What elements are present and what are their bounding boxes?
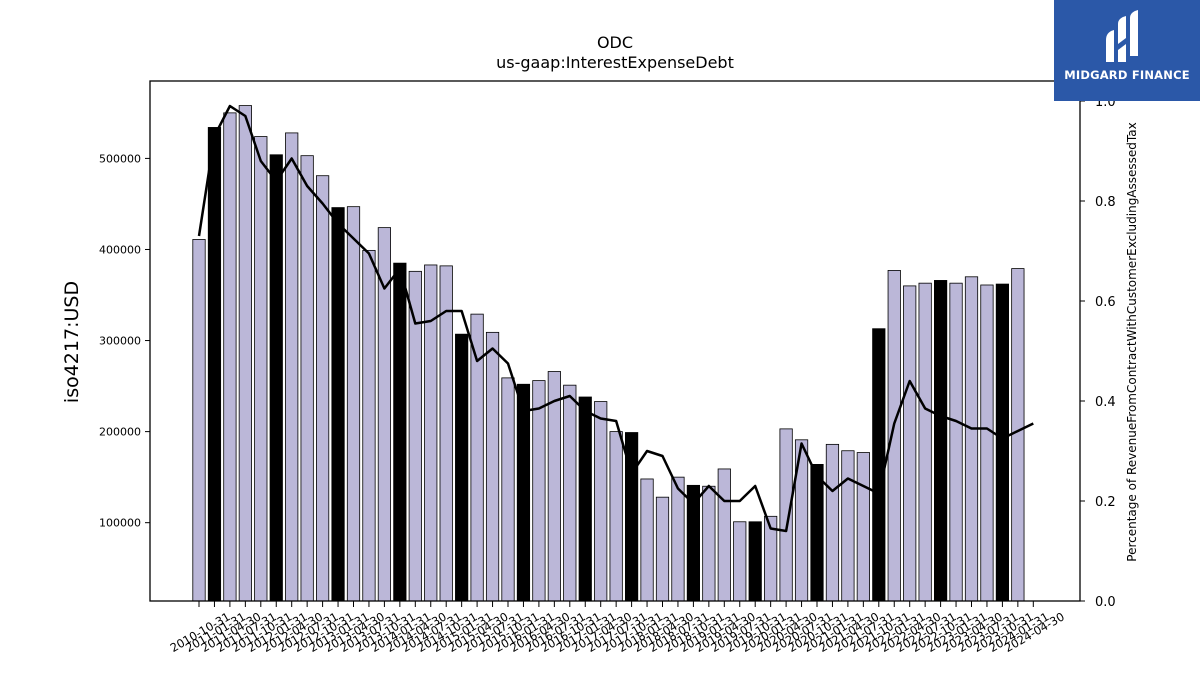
bar-2022-04-30 <box>903 285 917 602</box>
bar-2017-04-30 <box>594 401 608 602</box>
bar-2023-07-31 <box>980 284 994 602</box>
bar-2019-10-31 <box>748 521 762 602</box>
bar-2012-01-31 <box>269 154 283 602</box>
chart-title: ODC <box>597 33 633 52</box>
bar-2011-04-30 <box>223 112 237 602</box>
y-tick-label: 300000 <box>99 335 141 348</box>
bar-2013-07-31 <box>362 249 376 602</box>
bar-2010-10-31 <box>192 239 206 602</box>
bar-2015-07-31 <box>485 331 500 602</box>
bar-2011-10-31 <box>254 136 268 602</box>
y2-tick-label: 0.0 <box>1095 595 1116 610</box>
y-axis-label: iso4217:USD <box>61 281 83 403</box>
bar-2016-04-30 <box>532 380 546 602</box>
bar-2012-04-30 <box>285 132 299 602</box>
right-ticks-group: 0.00.20.40.60.81.0 <box>1080 95 1116 610</box>
bars-group <box>192 105 1025 602</box>
bar-2011-07-31 <box>238 105 252 602</box>
bar-2022-10-31 <box>934 280 948 602</box>
y-tick-label: 200000 <box>99 426 141 439</box>
bar-2018-04-30 <box>655 496 670 602</box>
y2-axis-label: Percentage of RevenueFromContractWithCus… <box>1125 122 1139 561</box>
midgard-logo-icon <box>1106 10 1138 62</box>
y2-tick-label: 0.2 <box>1095 495 1116 510</box>
y2-tick-label: 0.6 <box>1095 295 1116 310</box>
bar-2017-01-31 <box>578 396 592 602</box>
bar-2022-01-31 <box>887 270 901 602</box>
bar-2023-04-30 <box>964 276 979 602</box>
y2-tick-label: 0.8 <box>1095 195 1116 210</box>
bar-2020-04-30 <box>779 428 793 602</box>
bar-2013-01-31 <box>331 207 345 602</box>
bar-2016-10-31 <box>563 384 577 602</box>
bar-2012-07-31 <box>300 155 314 602</box>
y-tick-label: 500000 <box>99 152 141 165</box>
bar-2023-10-31 <box>995 283 1010 602</box>
y2-tick-label: 0.4 <box>1095 395 1116 410</box>
bar-2021-01-31 <box>825 443 840 602</box>
bar-2014-01-31 <box>393 262 407 602</box>
x-ticks-group: 2010-10-312011-01-312011-04-302011-07-31… <box>168 601 1067 655</box>
bar-2020-10-31 <box>810 463 824 602</box>
bar-2018-01-31 <box>640 478 654 602</box>
bar-2022-07-31 <box>918 282 932 602</box>
brand-logo: MIDGARD FINANCE <box>1054 0 1200 101</box>
bar-2019-04-30 <box>717 468 731 602</box>
left-ticks-group: 100000 200000 300000 400000 500000 <box>99 152 150 530</box>
bar-2021-04-30 <box>841 450 855 602</box>
bar-2024-01-31 <box>1011 268 1025 602</box>
line-group <box>197 104 1034 533</box>
bar-2014-10-31 <box>439 265 453 602</box>
bar-2019-01-31 <box>702 485 716 602</box>
bar-2017-07-31 <box>609 431 623 602</box>
ratio-line <box>197 104 1034 533</box>
chart-subtitle: us-gaap:InterestExpenseDebt <box>496 53 734 72</box>
bar-2016-07-31 <box>547 371 561 602</box>
logo-text: MIDGARD FINANCE <box>1064 68 1190 82</box>
bar-2018-07-31 <box>671 476 685 602</box>
bar-2014-07-31 <box>424 264 438 602</box>
bar-2015-10-31 <box>501 377 515 602</box>
bar-2021-07-31 <box>856 452 870 602</box>
bar-2016-01-31 <box>516 383 531 602</box>
bar-2012-10-31 <box>315 175 330 602</box>
bar-2015-01-31 <box>455 333 469 602</box>
y-tick-label: 100000 <box>99 517 141 530</box>
bar-2013-04-30 <box>346 206 361 602</box>
bar-2011-01-31 <box>207 127 222 602</box>
bar-2019-07-31 <box>733 521 747 602</box>
bar-2023-01-31 <box>949 282 963 602</box>
y-tick-label: 400000 <box>99 243 141 256</box>
bar-2021-10-31 <box>872 328 886 602</box>
